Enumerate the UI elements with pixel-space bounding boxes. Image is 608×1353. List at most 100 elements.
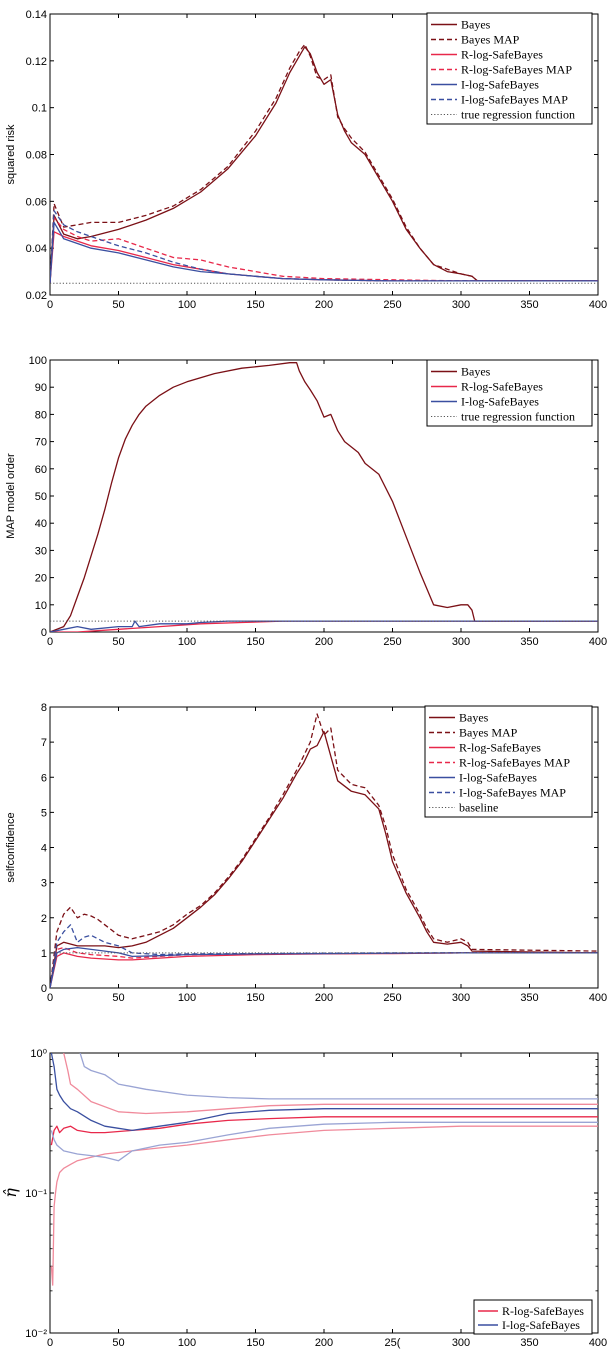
x-tick-label: 300 — [452, 1337, 470, 1349]
x-tick-label: 300 — [452, 636, 470, 648]
legend-label: R-log-SafeBayes — [461, 380, 543, 394]
y-tick-label: 2 — [41, 913, 47, 925]
x-tick-label: 400 — [589, 636, 607, 648]
y-tick-label: 50 — [35, 491, 47, 503]
legend-label: R-log-SafeBayes MAP — [459, 756, 570, 770]
series-line-i-upper-band — [79, 1053, 598, 1100]
series-line-i-log-safebayes-map — [50, 210, 598, 284]
x-tick-label: 250 — [383, 636, 401, 648]
y-tick-label: 6 — [41, 772, 47, 784]
x-tick-label: 150 — [246, 636, 264, 648]
y-tick-label: 20 — [35, 573, 47, 585]
series-line-i-lower-band — [50, 1121, 598, 1162]
y-tick-label: 70 — [35, 437, 47, 449]
chart-panel-3: 0 50 100 150 200 250 300 350 400 0 1 2 3 4 5 6 7 8 selfcon… — [5, 702, 607, 1004]
series-line-bayes — [50, 46, 598, 284]
x-tick-label: 100 — [178, 1337, 196, 1349]
y-tick-label: 0.14 — [26, 9, 47, 21]
chart-panel-2: 0 50 100 150 200 250 300 350 400 0 10 20 30 40 50 60 70 8… — [5, 355, 607, 648]
x-tick-label: 50 — [112, 1337, 124, 1349]
x-tick-label: 200 — [315, 636, 333, 648]
x-tick-label: 350 — [520, 636, 538, 648]
y-tick-label: 0 — [41, 627, 47, 639]
x-tick-label: 300 — [452, 299, 470, 311]
legend-box — [424, 705, 593, 818]
x-tick-label: 400 — [589, 1337, 607, 1349]
x-tick-label: 300 — [452, 992, 470, 1004]
series-group — [50, 1053, 598, 1286]
y-tick-label: 10 — [35, 600, 47, 612]
y-tick-label: 10⁻² — [25, 1328, 47, 1340]
x-tick-label: 50 — [112, 992, 124, 1004]
legend-label: baseline — [459, 801, 498, 815]
y-tick-label: 0.06 — [26, 196, 47, 208]
x-tick-label: 150 — [246, 992, 264, 1004]
y-tick-label: 100 — [29, 355, 47, 367]
y-tick-label: 10⁰ — [30, 1048, 47, 1060]
y-tick-label: 4 — [41, 843, 47, 855]
x-tick-label: 50 — [112, 636, 124, 648]
x-tick-label: 0 — [47, 299, 53, 311]
series-line-bayes-map — [50, 43, 598, 284]
legend-label: Bayes — [459, 711, 489, 725]
x-tick-label: 25( — [385, 1337, 401, 1349]
x-tick-label: 0 — [47, 1337, 53, 1349]
legend-label: I-log-SafeBayes MAP — [461, 93, 568, 107]
legend-label: Bayes — [461, 365, 491, 379]
legend-label: R-log-SafeBayes — [461, 48, 543, 62]
x-tick-label: 200 — [315, 992, 333, 1004]
x-tick-label: 50 — [112, 299, 124, 311]
legend: BayesR-log-SafeBayesI-log-SafeBayestrue … — [426, 359, 593, 427]
x-tick-label: 250 — [383, 992, 401, 1004]
legend-label: I-log-SafeBayes — [461, 395, 539, 409]
legend-label: I-log-SafeBayes — [502, 1318, 580, 1332]
legend-label: I-log-SafeBayes — [461, 78, 539, 92]
legend-label: Bayes MAP — [461, 33, 520, 47]
x-tick-label: 150 — [246, 1337, 264, 1349]
legend-label: true regression function — [461, 410, 575, 424]
series-group — [50, 713, 598, 988]
series-line-i-log-safebayes — [50, 1053, 598, 1132]
y-tick-label: 40 — [35, 518, 47, 530]
series-line-bayes-map — [50, 713, 598, 988]
legend-label: Bayes — [461, 18, 491, 32]
x-tick-label: 200 — [315, 299, 333, 311]
x-tick-label: 0 — [47, 992, 53, 1004]
x-tick-label: 0 — [47, 636, 53, 648]
y-tick-label: 0.08 — [26, 150, 47, 162]
x-tick-label: 100 — [178, 992, 196, 1004]
y-tick-label: 8 — [41, 702, 47, 714]
legend-box — [473, 1299, 593, 1335]
legend-label: R-log-SafeBayes MAP — [461, 63, 572, 77]
legend-box — [426, 12, 593, 125]
legend-label: I-log-SafeBayes — [459, 771, 537, 785]
y-tick-label: 5 — [41, 807, 47, 819]
y-tick-label: 0 — [41, 983, 47, 995]
x-tick-label: 400 — [589, 299, 607, 311]
x-tick-label: 100 — [178, 636, 196, 648]
y-tick-label: 60 — [35, 464, 47, 476]
y-tick-label: 0.04 — [26, 243, 47, 255]
legend-label: R-log-SafeBayes — [459, 741, 541, 755]
x-tick-label: 350 — [520, 1337, 538, 1349]
y-tick-label: 0.12 — [26, 56, 47, 68]
y-axis-label: MAP model order — [5, 453, 17, 539]
legend-label: R-log-SafeBayes — [502, 1304, 584, 1318]
legend-label: true regression function — [461, 108, 575, 122]
series-line-i-log-safebayes-map — [50, 924, 598, 988]
y-axis-label: η̂ — [1, 1188, 20, 1198]
y-tick-label: 80 — [35, 409, 47, 421]
x-tick-label: 150 — [246, 299, 264, 311]
y-tick-label: 3 — [41, 878, 47, 890]
y-tick-label: 90 — [35, 382, 47, 394]
y-tick-label: 30 — [35, 545, 47, 557]
x-tick-label: 350 — [520, 299, 538, 311]
y-tick-label: 1 — [41, 948, 47, 960]
series-line-i-log-safebayes — [50, 221, 598, 284]
y-tick-label: 0.02 — [26, 290, 47, 302]
legend-label: Bayes MAP — [459, 726, 518, 740]
x-tick-label: 200 — [315, 1337, 333, 1349]
chart-panel-4: 0 50 100 150 200 25(300 350 400 10⁻² 10⁻¹ 10⁰ η̂ R-l… — [1, 1048, 607, 1349]
